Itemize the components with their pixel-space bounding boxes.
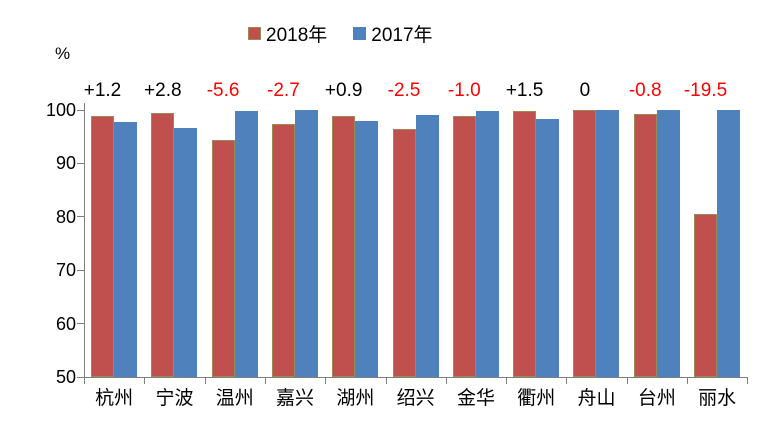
diff-label-金华: -1.0 <box>447 80 481 101</box>
x-axis-tick <box>566 377 568 384</box>
category-label-舟山: 舟山 <box>577 388 616 409</box>
y-axis <box>84 103 85 377</box>
y-axis-tick <box>77 109 84 111</box>
legend-swatch-2018-icon <box>248 27 261 40</box>
bar-2018年-嘉兴 <box>271 124 295 377</box>
x-axis-tick <box>626 377 628 384</box>
bar-2017年-台州 <box>656 110 680 377</box>
bar-2017年-丽水 <box>717 110 740 377</box>
x-axis-tick <box>264 377 266 384</box>
y-axis-tick-label: 70 <box>55 260 76 281</box>
category-label-绍兴: 绍兴 <box>396 388 435 409</box>
y-axis-tick <box>77 162 84 164</box>
x-axis <box>84 377 748 378</box>
diff-label-舟山: 0 <box>579 80 591 101</box>
y-axis-tick <box>77 216 84 218</box>
bar-2018年-台州 <box>633 114 657 377</box>
diff-label-杭州: +1.2 <box>83 80 122 101</box>
diff-label-宁波: +2.8 <box>144 80 182 101</box>
bar-2018年-宁波 <box>151 113 175 377</box>
y-axis-tick <box>77 376 84 378</box>
category-label-衢州: 衢州 <box>517 388 556 409</box>
bar-2018年-温州 <box>211 140 235 377</box>
bar-2017年-舟山 <box>596 110 620 377</box>
bar-2018年-杭州 <box>91 115 114 377</box>
x-axis-tick <box>687 377 688 384</box>
bar-2017年-绍兴 <box>415 115 439 377</box>
diff-label-绍兴: -2.5 <box>387 80 421 101</box>
category-label-温州: 温州 <box>215 388 254 409</box>
y-axis-tick-label: 60 <box>55 313 76 334</box>
category-label-金华: 金华 <box>456 388 495 409</box>
bar-2017年-宁波 <box>174 128 198 377</box>
bar-2018年-绍兴 <box>392 128 416 377</box>
category-label-杭州: 杭州 <box>95 388 134 409</box>
x-axis-tick <box>84 377 85 384</box>
diff-label-嘉兴: -2.7 <box>267 80 300 101</box>
y-axis-tick-label: 100 <box>45 100 76 120</box>
diff-label-台州: -0.8 <box>628 80 662 101</box>
x-axis-tick <box>747 377 749 384</box>
legend-label-2017: 2017年 <box>371 25 433 46</box>
x-axis-tick <box>325 377 327 384</box>
category-label-嘉兴: 嘉兴 <box>276 388 315 409</box>
legend-item-2017: 2017年 <box>353 20 433 47</box>
y-axis-unit-label: % <box>55 44 71 63</box>
legend-label-2018: 2018年 <box>266 25 328 46</box>
diff-label-衢州: +1.5 <box>505 80 544 101</box>
bar-2018年-湖州 <box>332 116 356 377</box>
bar-2017年-湖州 <box>355 121 379 377</box>
bar-2018年-丽水 <box>694 214 717 377</box>
bar-2018年-舟山 <box>573 110 597 377</box>
diff-label-丽水: -19.5 <box>683 80 728 101</box>
bar-2017年-金华 <box>475 110 499 377</box>
bar-2018年-金华 <box>452 115 476 377</box>
y-axis-tick <box>77 269 84 271</box>
chart-legend: 2018年 2017年 <box>248 20 433 47</box>
x-axis-tick <box>445 377 447 384</box>
x-axis-tick <box>385 377 387 384</box>
y-axis-tick <box>77 323 84 325</box>
x-axis-tick <box>506 377 508 384</box>
bar-2018年-衢州 <box>513 110 537 377</box>
x-axis-tick <box>144 377 146 384</box>
bar-2017年-嘉兴 <box>294 110 318 377</box>
y-axis-tick-label: 80 <box>55 206 76 227</box>
diff-label-湖州: +0.9 <box>324 80 363 101</box>
bar-2017年-杭州 <box>114 122 137 377</box>
category-label-湖州: 湖州 <box>336 388 375 409</box>
bar-2017年-衢州 <box>536 118 560 377</box>
x-axis-tick <box>204 377 206 384</box>
category-label-宁波: 宁波 <box>155 388 194 409</box>
category-label-台州: 台州 <box>637 388 676 409</box>
y-axis-tick-label: 50 <box>55 367 76 387</box>
bar-2017年-温州 <box>234 110 258 377</box>
legend-swatch-2017-icon <box>353 27 367 40</box>
diff-label-温州: -5.6 <box>206 80 240 101</box>
category-label-丽水: 丽水 <box>698 388 737 409</box>
legend-item-2018: 2018年 <box>248 20 327 47</box>
y-axis-tick-label: 90 <box>55 153 76 174</box>
